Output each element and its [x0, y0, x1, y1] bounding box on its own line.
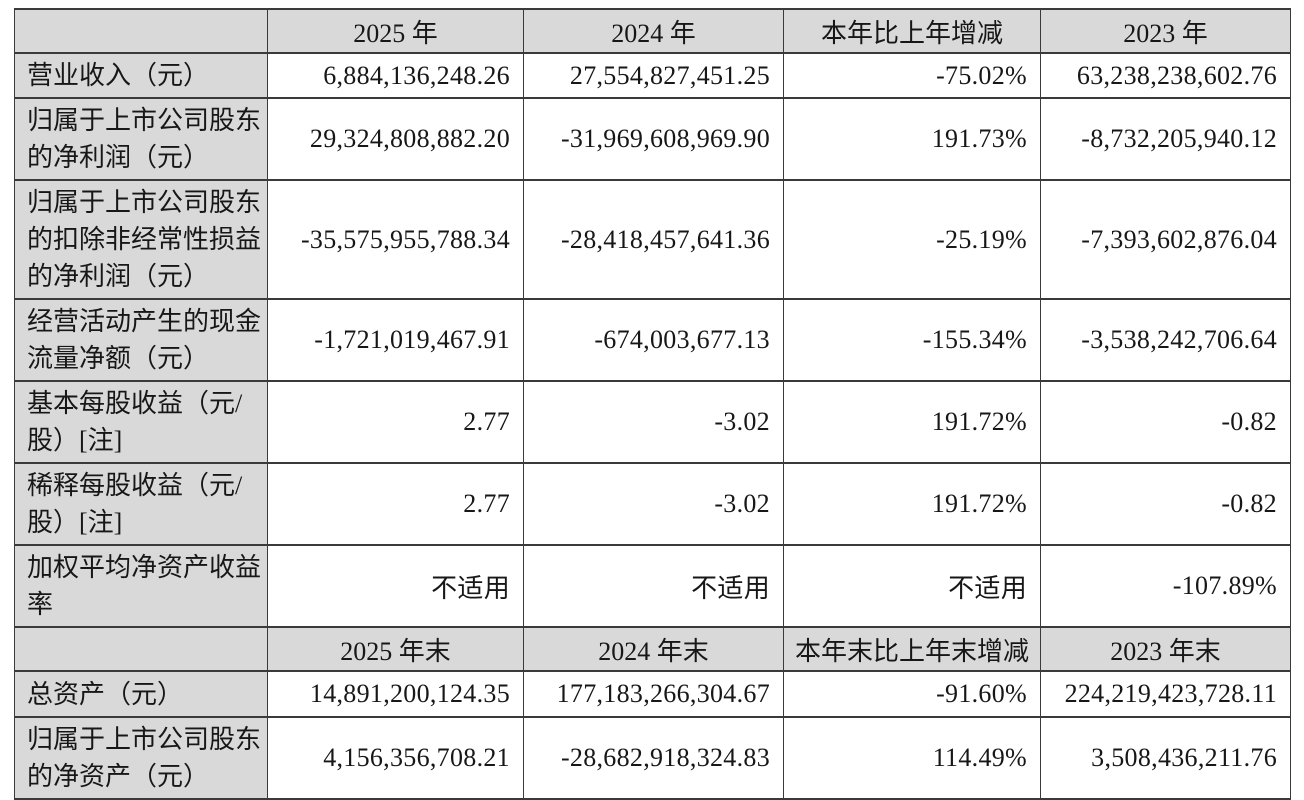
cell-2025: 2.77: [267, 380, 524, 464]
cell-2025-end: 4,156,356,708.21: [267, 716, 524, 800]
cell-2023: -0.82: [1040, 462, 1291, 546]
cell-2024: 27,554,827,451.25: [523, 52, 784, 99]
row-label: 经营活动产生的现金流量净额（元）: [14, 298, 268, 382]
table-row-total-assets: 总资产（元） 14,891,200,124.35 177,183,266,304…: [14, 670, 1291, 718]
cell-2025: -1,721,019,467.91: [267, 298, 524, 382]
cell-yoy-change: 191.72%: [783, 462, 1041, 546]
table-row-net-profit: 归属于上市公司股东的净利润（元） 29,324,808,882.20 -31,9…: [14, 97, 1291, 181]
column-header-2023-end: 2023 年末: [1040, 626, 1291, 672]
cell-2025: 不适用: [267, 544, 524, 628]
header-row-period-end: 2025 年末 2024 年末 本年末比上年末增减 2023 年末: [14, 626, 1291, 672]
header-row-annual: 2025 年 2024 年 本年比上年增减 2023 年: [14, 8, 1291, 54]
cell-2024: -3.02: [523, 462, 784, 546]
cell-2024: -31,969,608,969.90: [523, 97, 784, 181]
table-row-weighted-avg-roe: 加权平均净资产收益率 不适用 不适用 不适用 -107.89%: [14, 544, 1291, 628]
cell-yoy-change: 不适用: [783, 544, 1041, 628]
cell-yoy-change: -75.02%: [783, 52, 1041, 99]
cell-2024: 不适用: [523, 544, 784, 628]
row-label: 基本每股收益（元/股）[注]: [14, 380, 268, 464]
cell-2025: 2.77: [267, 462, 524, 546]
column-header-yoy-change: 本年比上年增减: [783, 8, 1041, 54]
cell-end-yoy-change: -91.60%: [783, 670, 1041, 718]
table-row-revenue: 营业收入（元） 6,884,136,248.26 27,554,827,451.…: [14, 52, 1291, 99]
corner-cell: [14, 626, 268, 672]
row-label: 加权平均净资产收益率: [14, 544, 268, 628]
corner-cell: [14, 8, 268, 54]
column-header-end-yoy-change: 本年末比上年末增减: [783, 626, 1041, 672]
cell-2023: -8,732,205,940.12: [1040, 97, 1291, 181]
cell-2025-end: 14,891,200,124.35: [267, 670, 524, 718]
cell-2023: -7,393,602,876.04: [1040, 179, 1291, 300]
cell-yoy-change: -155.34%: [783, 298, 1041, 382]
cell-yoy-change: 191.72%: [783, 380, 1041, 464]
cell-2023: -0.82: [1040, 380, 1291, 464]
cell-2025: 29,324,808,882.20: [267, 97, 524, 181]
cell-2024-end: 177,183,266,304.67: [523, 670, 784, 718]
row-label: 稀释每股收益（元/股）[注]: [14, 462, 268, 546]
row-label: 总资产（元）: [14, 670, 268, 718]
row-label: 归属于上市公司股东的净资产（元）: [14, 716, 268, 800]
cell-2023: -107.89%: [1040, 544, 1291, 628]
cell-yoy-change: -25.19%: [783, 179, 1041, 300]
cell-2023-end: 224,219,423,728.11: [1040, 670, 1291, 718]
cell-2025: 6,884,136,248.26: [267, 52, 524, 99]
cell-yoy-change: 191.73%: [783, 97, 1041, 181]
row-label: 归属于上市公司股东的扣除非经常性损益的净利润（元）: [14, 179, 268, 300]
cell-2024: -674,003,677.13: [523, 298, 784, 382]
table-row-net-assets: 归属于上市公司股东的净资产（元） 4,156,356,708.21 -28,68…: [14, 716, 1291, 800]
cell-end-yoy-change: 114.49%: [783, 716, 1041, 800]
table-row-diluted-eps: 稀释每股收益（元/股）[注] 2.77 -3.02 191.72% -0.82: [14, 462, 1291, 546]
cell-2023-end: 3,508,436,211.76: [1040, 716, 1291, 800]
table-row-net-profit-excl-nonrecurring: 归属于上市公司股东的扣除非经常性损益的净利润（元） -35,575,955,78…: [14, 179, 1291, 300]
column-header-2024-end: 2024 年末: [523, 626, 784, 672]
cell-2024: -28,418,457,641.36: [523, 179, 784, 300]
cell-2023: 63,238,238,602.76: [1040, 52, 1291, 99]
column-header-2023: 2023 年: [1040, 8, 1291, 54]
column-header-2025: 2025 年: [267, 8, 524, 54]
cell-2024-end: -28,682,918,324.83: [523, 716, 784, 800]
cell-2024: -3.02: [523, 380, 784, 464]
row-label: 归属于上市公司股东的净利润（元）: [14, 97, 268, 181]
column-header-2025-end: 2025 年末: [267, 626, 524, 672]
cell-2025: -35,575,955,788.34: [267, 179, 524, 300]
cell-2023: -3,538,242,706.64: [1040, 298, 1291, 382]
financial-summary-table: 2025 年 2024 年 本年比上年增减 2023 年 营业收入（元） 6,8…: [14, 8, 1291, 800]
column-header-2024: 2024 年: [523, 8, 784, 54]
table-row-basic-eps: 基本每股收益（元/股）[注] 2.77 -3.02 191.72% -0.82: [14, 380, 1291, 464]
table-row-operating-cash-flow: 经营活动产生的现金流量净额（元） -1,721,019,467.91 -674,…: [14, 298, 1291, 382]
row-label: 营业收入（元）: [14, 52, 268, 99]
